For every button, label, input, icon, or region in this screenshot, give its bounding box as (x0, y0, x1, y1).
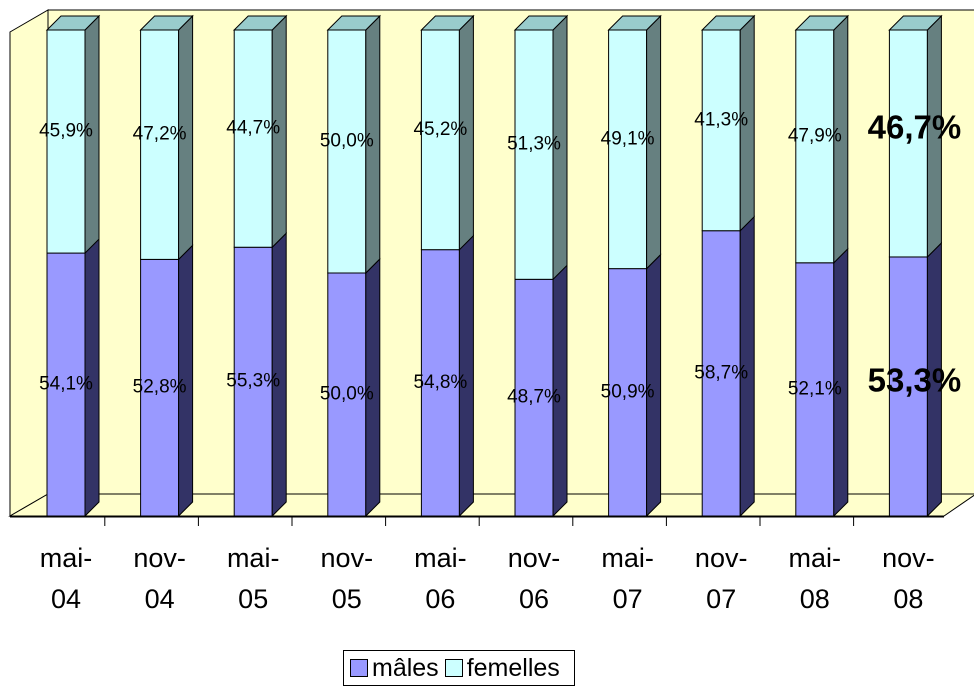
data-label-males-6: 50,9% (601, 381, 655, 402)
data-label-males-5: 48,7% (507, 387, 561, 408)
data-label-males-8: 52,1% (788, 378, 842, 399)
data-label-females-0: 45,9% (39, 121, 93, 142)
bar-males-5 (514, 278, 554, 517)
data-label-males-3: 50,0% (320, 384, 374, 405)
bar-females-top-3 (326, 15, 382, 31)
x-tick-label-9-line1: nov- (882, 543, 935, 573)
data-label-females-4: 45,2% (413, 119, 467, 140)
data-label-females-2: 44,7% (226, 118, 280, 139)
bar-females-top-1 (139, 15, 194, 31)
x-tick-label-2-line2: 05 (238, 584, 268, 614)
data-label-males-2: 55,3% (226, 371, 280, 392)
x-tick-label-6-line1: mai- (601, 543, 654, 573)
x-tick-label-3-line2: 05 (332, 584, 362, 614)
data-label-males-0: 54,1% (39, 374, 93, 395)
side-wall (9, 9, 49, 517)
data-label-females-9: 46,7% (868, 108, 962, 145)
bar-females-8 (795, 29, 835, 264)
data-label-females-3: 50,0% (320, 131, 374, 152)
data-label-males-9: 53,3% (868, 361, 962, 398)
legend-label-females: femelles (466, 653, 560, 682)
x-tick-label-7-line1: nov- (695, 543, 748, 573)
data-label-males-1: 52,8% (133, 377, 187, 398)
x-tick-label-9-line2: 08 (893, 584, 923, 614)
x-tick-label-4-line2: 06 (425, 584, 455, 614)
x-tick-label-6-line2: 07 (613, 584, 643, 614)
bar-females-0 (46, 29, 86, 254)
legend-item-males: mâles (350, 654, 439, 683)
x-tick-label-1-line1: nov- (133, 543, 186, 573)
bar-females-top-2 (232, 15, 288, 31)
bar-males-0 (46, 252, 86, 517)
bar-females-7 (701, 29, 741, 232)
x-tick-label-4-line1: mai- (414, 543, 467, 573)
legend-item-females: femelles (444, 653, 560, 683)
bar-females-top-8 (794, 15, 850, 31)
bar-females-5 (514, 29, 554, 280)
x-tick-label-5-line2: 06 (519, 584, 549, 614)
bar-males-7 (701, 230, 741, 517)
x-tick-label-1-line2: 04 (145, 584, 175, 614)
legend: mâles femelles (343, 650, 575, 686)
x-tick-label-5-line1: nov- (508, 543, 561, 573)
x-tick-label-2-line1: mai- (227, 543, 280, 573)
legend-swatch-females (444, 659, 463, 677)
bar-females-top-6 (607, 15, 662, 31)
bar-males-2 (233, 246, 273, 517)
bar-males-6 (608, 268, 648, 517)
bar-males-8 (795, 262, 835, 517)
data-label-females-6: 49,1% (601, 128, 655, 149)
data-label-females-7: 41,3% (694, 109, 748, 130)
x-tick-label-0-line1: mai- (40, 543, 93, 573)
bar-females-top-7 (700, 15, 756, 31)
bar-females-1 (140, 29, 180, 260)
data-label-females-1: 47,2% (133, 124, 187, 145)
data-label-females-5: 51,3% (507, 134, 561, 155)
stacked-bar-chart: 54,1% 45,9% mai- 04 52,8% 47,2% nov- 04 55,3% 44,… (8, 9, 974, 614)
bar-females-top-9 (888, 15, 943, 31)
data-label-males-7: 58,7% (694, 362, 748, 383)
legend-label-males: mâles (372, 653, 439, 682)
data-label-males-4: 54,8% (413, 372, 467, 393)
bar-females-3 (327, 29, 367, 274)
x-tick-label-0-line2: 04 (51, 584, 81, 614)
legend-swatch-males (350, 659, 368, 677)
x-tick-label-7-line2: 07 (706, 584, 736, 614)
bar-females-top-5 (513, 15, 569, 31)
bar-males-3 (327, 272, 367, 517)
data-label-females-8: 47,9% (788, 125, 842, 146)
bar-females-6 (608, 29, 648, 270)
x-tick-label-8-line1: mai- (789, 543, 842, 573)
bar-females-top-0 (45, 15, 101, 31)
x-tick-label-3-line1: nov- (321, 543, 374, 573)
bar-females-9 (888, 29, 928, 258)
bar-females-top-4 (420, 15, 475, 31)
bar-females-4 (420, 29, 460, 251)
x-tick-label-8-line2: 08 (800, 584, 830, 614)
